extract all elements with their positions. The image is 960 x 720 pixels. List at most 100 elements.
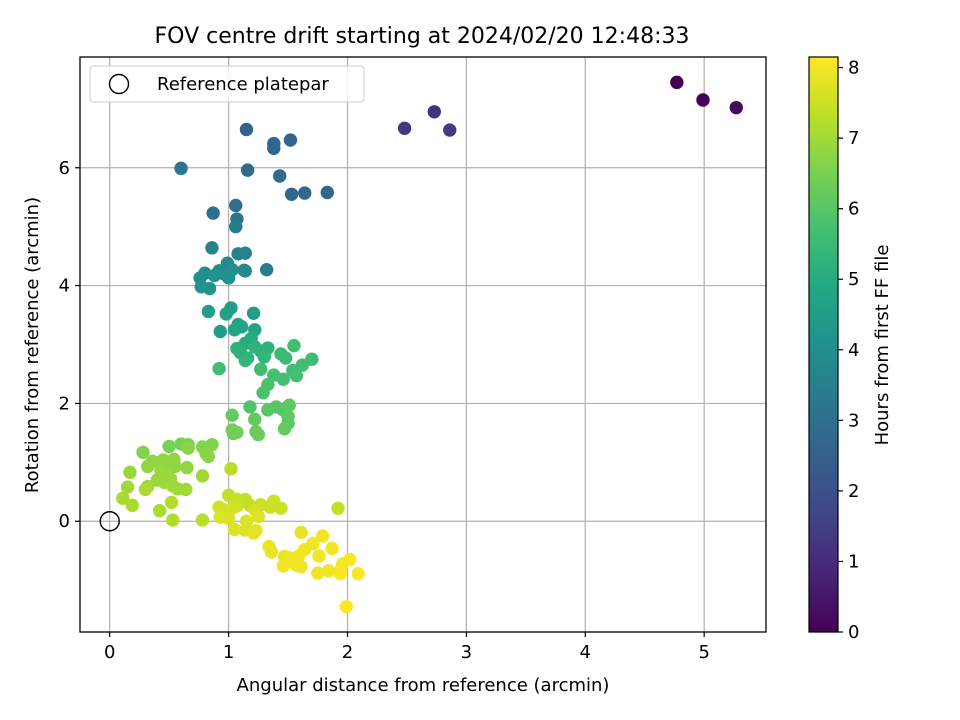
data-point (289, 369, 304, 383)
data-point (226, 500, 241, 515)
data-point (202, 281, 217, 296)
legend: Reference platepar (89, 65, 365, 103)
data-point (219, 307, 233, 321)
data-point (213, 324, 227, 339)
data-point (427, 105, 441, 119)
data-point (246, 526, 261, 540)
colorbar-tick-label: 2 (848, 481, 859, 502)
y-tick-label: 2 (59, 393, 70, 414)
data-point (166, 513, 180, 527)
data-point (221, 271, 236, 285)
data-point (278, 351, 293, 365)
data-point (225, 408, 239, 422)
data-point (321, 564, 336, 578)
data-point (207, 268, 222, 283)
data-point (294, 525, 308, 540)
data-point (311, 566, 325, 580)
data-points (99, 75, 743, 614)
data-point (179, 482, 193, 497)
colorbar-tick-label: 4 (848, 340, 859, 361)
x-tick-label: 5 (698, 642, 709, 663)
y-tick-label: 0 (59, 511, 70, 532)
data-point (152, 503, 167, 518)
data-point (136, 445, 150, 460)
data-point (141, 459, 155, 474)
legend-box (89, 65, 365, 103)
data-point (168, 459, 182, 474)
data-point (306, 536, 320, 551)
data-point (273, 169, 287, 183)
colorbar-tick-label: 6 (848, 199, 859, 220)
data-point (125, 498, 140, 513)
colorbar-tick-label: 0 (848, 622, 859, 643)
data-point (181, 441, 195, 455)
data-point (164, 495, 179, 510)
data-point (206, 206, 220, 220)
data-point (162, 439, 176, 454)
data-point (174, 161, 188, 176)
data-point (195, 469, 210, 483)
data-point (243, 400, 257, 414)
data-point (729, 100, 743, 115)
data-point (237, 263, 251, 277)
colorbar-gradient (808, 56, 839, 633)
data-point (123, 465, 137, 480)
legend-reference-marker-icon (108, 73, 130, 95)
data-point (224, 462, 238, 476)
data-point (331, 501, 345, 515)
data-point (254, 362, 268, 376)
data-point (205, 241, 219, 255)
x-tick-label: 2 (342, 642, 353, 663)
data-point (336, 556, 350, 571)
data-point (248, 340, 262, 354)
data-point (195, 513, 210, 527)
data-point (240, 163, 255, 177)
data-point (443, 123, 457, 137)
chart-title: FOV centre drift starting at 2024/02/20 … (155, 24, 690, 49)
data-point (274, 501, 288, 515)
data-point (180, 460, 194, 475)
data-point (283, 133, 298, 147)
data-point (333, 566, 348, 581)
data-point (339, 599, 354, 614)
data-point (246, 306, 261, 320)
colorbar-tick-label: 3 (848, 410, 859, 431)
data-point (238, 353, 252, 368)
data-point (229, 198, 243, 213)
data-point (276, 372, 291, 386)
y-tick-label: 4 (59, 276, 70, 297)
data-point (264, 545, 279, 559)
colorbar-tick-label: 5 (848, 269, 859, 290)
data-point (670, 75, 684, 90)
data-point (276, 559, 291, 573)
y-axis-ticks: 0 2 4 6 (59, 158, 80, 532)
colorbar-label: Hours from first FF file (872, 245, 893, 446)
data-point (397, 121, 412, 135)
x-tick-label: 1 (223, 642, 234, 663)
data-point (282, 398, 296, 412)
data-point (201, 449, 216, 464)
data-point (351, 566, 365, 581)
data-point (221, 511, 236, 525)
data-point (229, 219, 243, 234)
data-point (138, 482, 153, 497)
x-axis-label: Angular distance from reference (arcmin) (237, 675, 610, 696)
data-point (257, 350, 271, 364)
colorbar-tick-label: 7 (848, 128, 859, 149)
data-point (298, 186, 312, 200)
data-point (696, 93, 710, 107)
data-point (212, 361, 226, 376)
data-point (116, 491, 130, 505)
data-point (294, 559, 308, 574)
colorbar: 0 1 2 3 4 5 6 7 8 Hours from first FF file (808, 56, 893, 643)
data-point (284, 187, 299, 201)
data-point (248, 412, 262, 427)
colorbar-tick-label: 1 (848, 551, 859, 572)
data-point (238, 246, 252, 260)
data-point (251, 509, 266, 524)
data-point (225, 423, 239, 437)
x-tick-label: 4 (580, 642, 591, 663)
data-point (267, 141, 281, 156)
x-axis-ticks: 0 1 2 3 4 5 (104, 632, 710, 663)
